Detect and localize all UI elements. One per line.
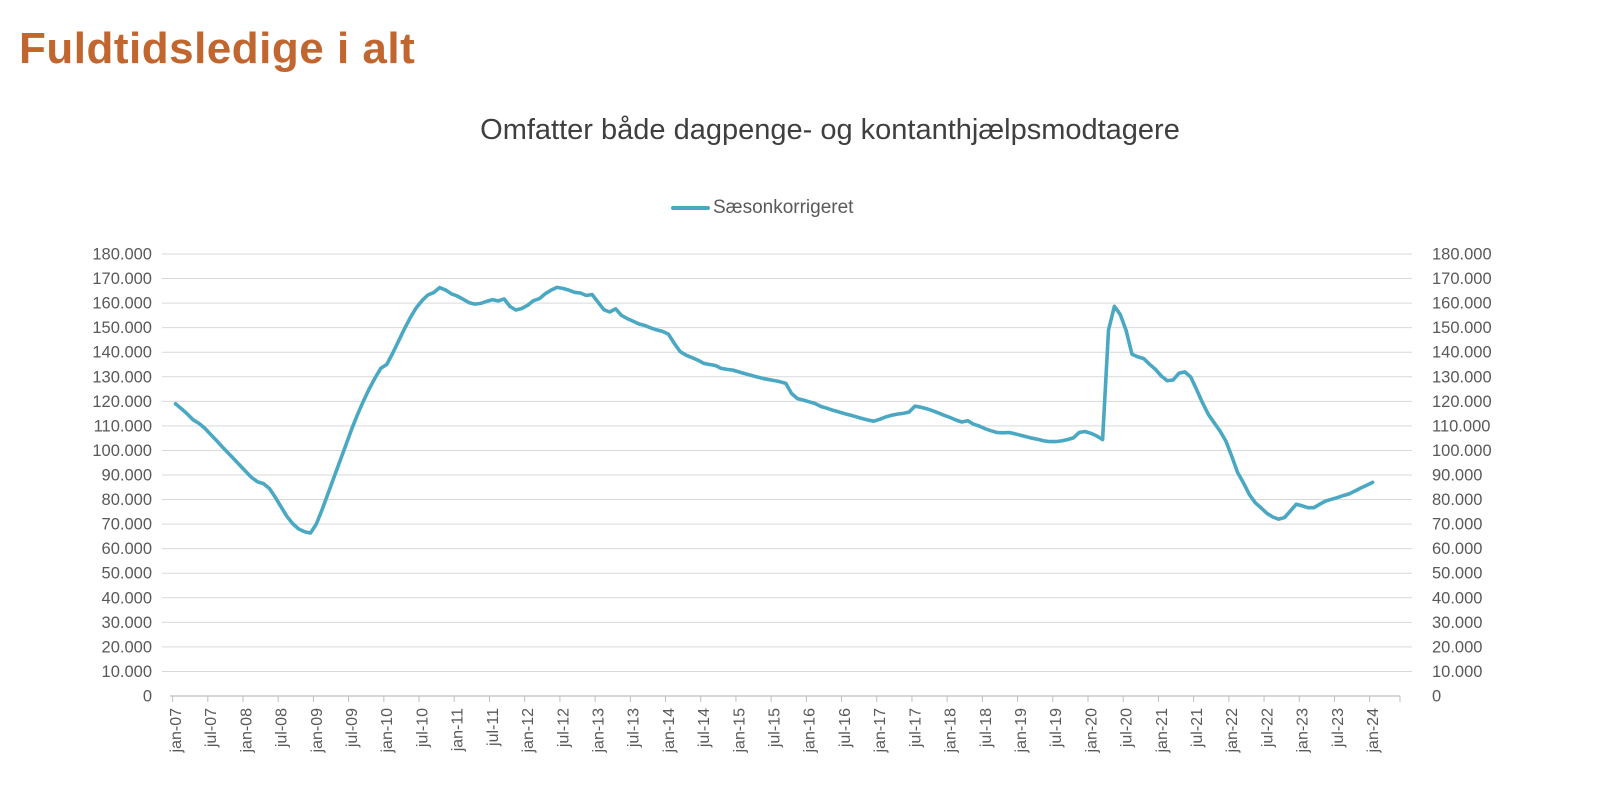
x-axis-label: jan-09 [309, 708, 326, 754]
x-axis-label: jul-16 [837, 708, 854, 748]
x-axis-label: jul-07 [203, 708, 220, 748]
y-axis-label-left: 60.000 [102, 540, 152, 558]
x-axis-label: jul-22 [1259, 708, 1276, 748]
x-axis-label: jan-17 [872, 708, 889, 754]
y-axis-label-left: 120.000 [92, 393, 152, 411]
y-axis-label-right: 90.000 [1432, 467, 1482, 485]
y-axis-label-right: 0 [1432, 688, 1441, 706]
x-axis-label: jul-08 [274, 708, 291, 748]
y-axis-label-left: 70.000 [102, 516, 152, 534]
y-axis-label-left: 170.000 [92, 270, 152, 288]
y-axis-label-left: 50.000 [102, 565, 152, 583]
y-axis-label-right: 140.000 [1432, 344, 1492, 362]
x-axis-label: jul-11 [485, 708, 502, 747]
page-title: Fuldtidsledige i alt [19, 24, 416, 73]
y-axis-label-left: 90.000 [102, 467, 152, 485]
y-axis-label-right: 40.000 [1432, 589, 1482, 607]
x-axis-label: jan-23 [1295, 708, 1312, 754]
x-axis-label: jan-20 [1083, 708, 1100, 754]
x-axis-label: jan-24 [1365, 708, 1382, 754]
y-axis-label-left: 80.000 [102, 491, 152, 509]
y-axis-label-right: 30.000 [1432, 614, 1482, 632]
x-axis-label: jan-11 [450, 708, 467, 752]
y-axis-label-left: 20.000 [102, 638, 152, 656]
y-axis-label-right: 10.000 [1432, 663, 1482, 681]
y-axis-label-right: 60.000 [1432, 540, 1482, 558]
y-axis-label-left: 140.000 [92, 344, 152, 362]
y-axis-label-left: 110.000 [94, 417, 152, 435]
x-axis-label: jan-16 [802, 708, 819, 754]
x-axis-label: jan-12 [520, 708, 537, 754]
y-axis-label-right: 130.000 [1432, 368, 1492, 386]
x-axis-label: jul-20 [1119, 708, 1136, 748]
x-axis-label: jul-23 [1330, 708, 1347, 748]
x-axis-label: jul-18 [978, 708, 995, 748]
x-axis-label: jul-13 [626, 708, 643, 748]
x-axis-label: jul-12 [555, 708, 572, 748]
y-axis-label-right: 70.000 [1432, 516, 1482, 534]
x-axis-label: jul-21 [1189, 708, 1206, 748]
chart-legend: Sæsonkorrigeret [671, 197, 853, 219]
x-axis-label: jan-14 [661, 708, 678, 754]
y-axis-label-right: 20.000 [1432, 638, 1482, 656]
y-axis-label-right: 100.000 [1432, 442, 1492, 460]
x-axis-label: jul-19 [1048, 708, 1065, 748]
y-axis-label-right: 50.000 [1432, 565, 1482, 583]
y-axis-label-left: 30.000 [102, 614, 152, 632]
x-axis-label: jul-17 [907, 708, 924, 748]
y-axis-label-right: 180.000 [1432, 246, 1492, 264]
y-axis-label-right: 110.000 [1432, 417, 1490, 435]
y-axis-label-right: 80.000 [1432, 491, 1482, 509]
x-axis-label: jan-07 [168, 708, 185, 754]
y-axis-label-left: 180.000 [92, 246, 152, 264]
x-axis-label: jan-18 [943, 708, 960, 754]
y-axis-label-left: 0 [143, 688, 152, 706]
x-axis-label: jul-10 [414, 708, 431, 748]
x-axis-label: jan-13 [590, 708, 607, 754]
y-axis-label-right: 160.000 [1432, 295, 1492, 313]
legend-label: Sæsonkorrigeret [713, 197, 854, 218]
x-axis-label: jan-19 [1013, 708, 1030, 754]
y-axis-label-left: 150.000 [92, 319, 152, 337]
series-line-saesonkorrigeret [173, 285, 1375, 535]
y-axis-label-right: 170.000 [1432, 270, 1492, 288]
y-axis-label-right: 120.000 [1432, 393, 1492, 411]
x-axis-label: jan-22 [1224, 708, 1241, 754]
y-axis-label-left: 160.000 [92, 295, 152, 313]
chart-title: Omfatter både dagpenge- og kontanthjælps… [480, 114, 1180, 146]
y-axis-label-left: 130.000 [92, 368, 152, 386]
y-axis-label-left: 10.000 [102, 663, 152, 681]
y-axis-label-left: 100.000 [92, 442, 152, 460]
x-axis-label: jan-08 [238, 708, 255, 754]
x-axis-label: jul-15 [767, 708, 784, 748]
x-axis-label: jan-21 [1154, 708, 1171, 754]
x-axis-label: jul-14 [696, 708, 713, 748]
y-axis-label-right: 150.000 [1432, 319, 1492, 337]
y-axis-label-left: 40.000 [102, 589, 152, 607]
x-axis-label: jan-10 [379, 708, 396, 754]
legend-line-swatch [671, 206, 710, 210]
x-axis-label: jan-15 [731, 708, 748, 754]
x-axis-label: jul-09 [344, 708, 361, 748]
